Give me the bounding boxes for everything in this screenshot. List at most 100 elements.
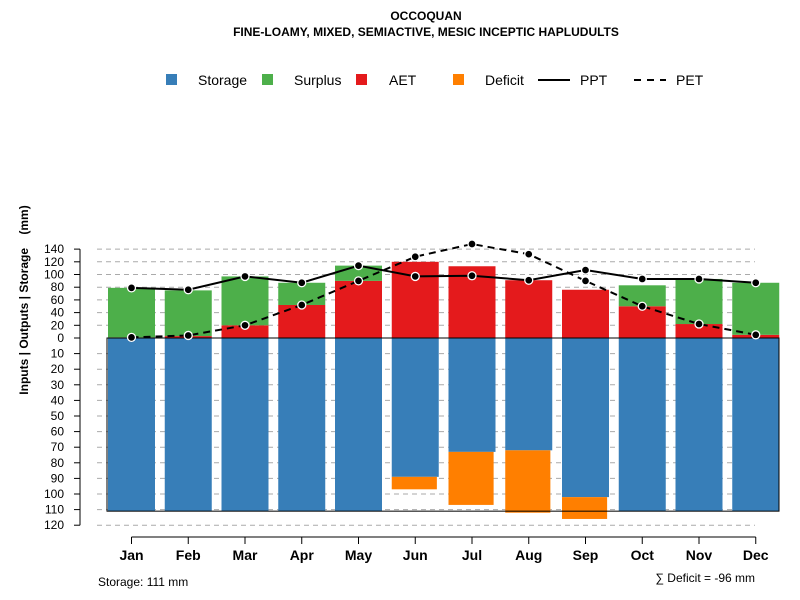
x-tick-label-jun: Jun [403, 547, 428, 563]
bar-surplus-apr [278, 282, 326, 305]
y-tick-label: 20 [51, 362, 65, 376]
bar-deficit-aug [505, 450, 551, 513]
chart-subtitle: FINE-LOAMY, MIXED, SEMIACTIVE, MESIC INC… [233, 25, 619, 39]
x-tick-label-may: May [345, 547, 372, 563]
x-tick-label-nov: Nov [686, 547, 713, 563]
ppt-line-point-jul [467, 271, 477, 281]
ppt-line-point-nov [694, 274, 704, 284]
y-tick-label: 90 [51, 471, 65, 485]
y-axis-label: Inputs | Outputs | Storage (mm) [17, 205, 31, 394]
storage-note: Storage: 111 mm [98, 575, 188, 589]
bottom-bars [108, 338, 780, 519]
bar-deficit-jul [448, 451, 494, 505]
y-tick-label: 120 [44, 255, 64, 269]
bar-storage-apr [278, 338, 326, 512]
bar-storage-mar [221, 338, 269, 512]
pet-line-point-aug [524, 249, 534, 259]
x-tick-label-sep: Sep [573, 547, 599, 563]
storage-capacity-frame [106, 337, 780, 512]
legend-storage-swatch [166, 74, 177, 85]
bar-aet-sep [562, 289, 609, 338]
bar-aet-mar [221, 325, 269, 338]
bar-storage-jul [448, 338, 496, 452]
y-tick-label: 80 [51, 280, 65, 294]
x-tick-label-jan: Jan [119, 547, 143, 563]
pet-line-point-feb [183, 330, 193, 341]
y-tick-label: 60 [51, 425, 65, 439]
ppt-line-point-dec [751, 278, 761, 288]
legend-storage-label: Storage [198, 72, 247, 88]
legend: Storage Surplus AET Deficit PPT PET [166, 72, 704, 88]
ppt-line-point-mar [240, 271, 250, 282]
ppt-line-point-apr [297, 278, 307, 288]
bar-storage-jan [108, 338, 155, 512]
y-tick-label: 60 [51, 293, 65, 307]
bar-storage-aug [505, 338, 553, 451]
pet-line-point-may [353, 276, 364, 286]
bar-surplus-nov [675, 278, 723, 325]
ppt-line-point-sep [580, 265, 591, 275]
pet-line-point-dec [751, 330, 761, 340]
ppt-line [131, 264, 756, 291]
pet-line-point-jan [126, 332, 137, 343]
top-bars [108, 261, 780, 338]
bar-surplus-oct [618, 285, 666, 307]
bar-aet-may [335, 280, 382, 338]
pet-line-point-mar [240, 320, 250, 330]
legend-surplus-swatch [262, 74, 273, 85]
legend-pet-label: PET [676, 72, 704, 88]
y-tick-label: 70 [51, 440, 65, 454]
pet-line-point-sep [580, 276, 591, 286]
bar-aet-nov [675, 324, 723, 338]
ppt-line-point-may [353, 260, 364, 271]
bar-deficit-sep [562, 497, 608, 519]
legend-ppt-label: PPT [580, 72, 608, 88]
y-tick-label: 40 [51, 393, 65, 407]
ppt-line-point-feb [183, 285, 193, 295]
y-tick-label: 0 [57, 331, 64, 345]
ppt-line-point-jun [410, 271, 420, 282]
y-tick-label: 30 [51, 378, 65, 392]
y-tick-label: 20 [51, 318, 65, 332]
y-tick-label: 80 [51, 456, 65, 470]
x-tick-label-feb: Feb [176, 547, 201, 563]
bar-storage-oct [618, 338, 666, 512]
y-tick-label: 120 [44, 518, 64, 532]
series-lines [126, 239, 761, 343]
bar-storage-jun [391, 338, 439, 477]
bar-storage-nov [675, 338, 723, 512]
x-tick-label-mar: Mar [233, 547, 258, 563]
bar-deficit-jun [391, 476, 437, 490]
bar-storage-feb [164, 338, 212, 512]
bar-surplus-feb [164, 290, 212, 337]
y-tick-label: 100 [44, 268, 64, 282]
ppt-line-point-oct [637, 274, 647, 284]
legend-deficit-swatch [453, 74, 464, 85]
ppt-line-point-jan [126, 283, 137, 293]
bar-surplus-dec [732, 282, 780, 335]
y-tick-label: 100 [44, 487, 64, 501]
pet-line-point-nov [694, 319, 704, 329]
legend-deficit-label: Deficit [485, 72, 524, 88]
y-tick-label: 50 [51, 409, 65, 423]
x-axis: Jan Feb Mar Apr May Jun Jul Aug Sep Oct Nov Dec [119, 536, 769, 563]
x-tick-label-oct: Oct [631, 547, 655, 563]
pet-line [131, 243, 756, 339]
y-axis: 0204060801001201401020304050607080901001… [44, 242, 81, 532]
x-tick-label-apr: Apr [290, 547, 315, 563]
x-tick-label-aug: Aug [515, 547, 542, 563]
legend-aet-label: AET [389, 72, 417, 88]
pet-line-point-jul [467, 239, 477, 249]
chart-title: OCCOQUAN [390, 9, 461, 23]
legend-surplus-label: Surplus [294, 72, 341, 88]
storage-frame [106, 337, 780, 512]
ppt-line-point-aug [524, 275, 534, 285]
bar-surplus-mar [221, 276, 269, 326]
x-tick-label-jul: Jul [462, 547, 482, 563]
pet-line-point-oct [637, 301, 647, 311]
legend-aet-swatch [356, 74, 367, 85]
deficit-note: ∑ Deficit = -96 mm [655, 571, 755, 585]
bar-storage-sep [562, 338, 609, 498]
pet-line-point-apr [297, 300, 307, 310]
